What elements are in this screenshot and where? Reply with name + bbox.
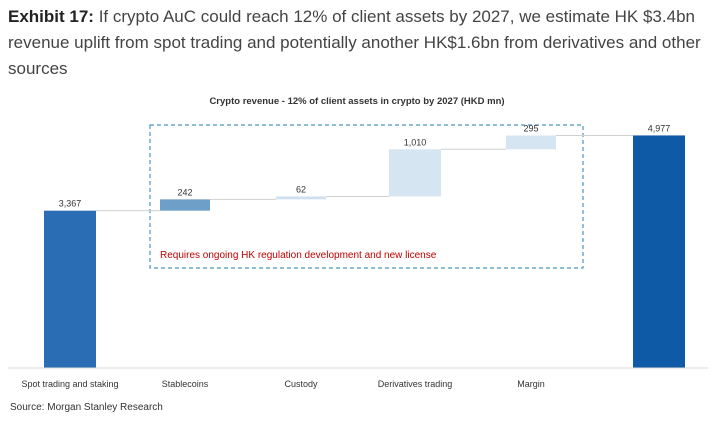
category-label-4: Derivatives trading: [378, 379, 453, 389]
value-label-4: 1,010: [404, 137, 427, 147]
category-label-3: Custody: [284, 379, 318, 389]
bar-3: [276, 196, 326, 200]
category-label-5: Margin: [517, 379, 545, 389]
value-label-3: 62: [296, 184, 306, 194]
regulation-annotation: Requires ongoing HK regulation developme…: [160, 250, 437, 261]
category-labels-group: Spot trading and staking Stablecoins Custo…: [21, 379, 544, 389]
bar-2: [160, 199, 210, 211]
value-label-2: 242: [177, 187, 192, 197]
bar-5: [506, 135, 556, 150]
bar-1: [44, 210, 96, 368]
exhibit-text: If crypto AuC could reach 12% of client …: [8, 7, 701, 78]
bar-4: [389, 149, 441, 197]
regulation-dashed-box: [149, 124, 584, 269]
bars-group: [44, 135, 685, 368]
category-label-1: Spot trading and staking: [21, 379, 118, 389]
chart-title: Crypto revenue - 12% of client assets in…: [209, 96, 504, 107]
bar-6: [633, 135, 685, 368]
exhibit-title: Exhibit 17: If crypto AuC could reach 12…: [8, 4, 708, 82]
value-labels-group: 3,367 242 62 1,010 295 4,977: [59, 123, 671, 208]
source-note: Source: Morgan Stanley Research: [10, 402, 163, 413]
value-label-6: 4,977: [648, 123, 671, 133]
connector-lines: [96, 134, 633, 212]
category-label-2: Stablecoins: [162, 379, 209, 389]
value-label-5: 295: [523, 123, 538, 133]
value-label-1: 3,367: [59, 199, 82, 209]
exhibit-label: Exhibit 17:: [8, 7, 94, 26]
